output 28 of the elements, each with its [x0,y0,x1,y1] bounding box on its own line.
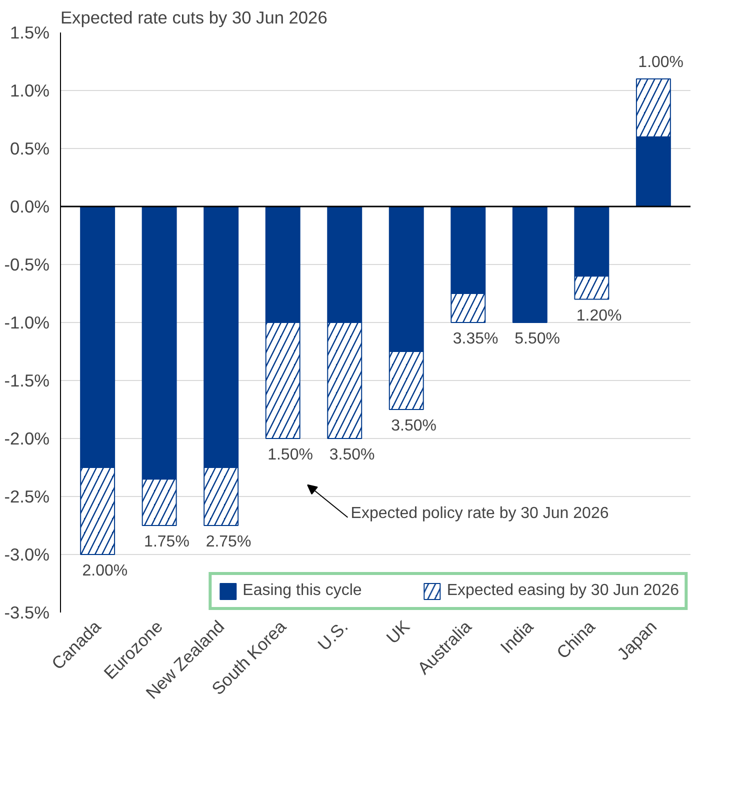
legend-label: Easing this cycle [242,582,362,600]
y-tick-label: -0.5% [4,254,50,274]
annotation: 1.20% [576,307,622,324]
y-tick-label: 1.0% [10,80,50,100]
annotation: 1.50% [268,446,313,464]
x-tick-label: U.S. [314,616,352,654]
annotation: 3.35% [452,330,498,348]
annotation: 3.50% [329,446,375,464]
annotation: Expected policy rate by 30 Jun 2026 [350,505,609,522]
y-tick-label: 0.5% [10,138,50,158]
annotation: 3.50% [391,418,436,434]
y-tick-label: -1.5% [4,370,50,390]
annotation: 2.00% [82,562,128,580]
annotation: 1.75% [144,534,190,550]
annotation: 2.75% [206,534,252,550]
y-tick-label: -1.0% [4,312,50,332]
annotation: 1.00% [638,54,684,71]
y-tick-label: -3.5% [4,602,50,622]
bar [512,206,548,323]
chart-subtitle: Expected rate cuts by 30 Jun 2026 [60,8,328,28]
x-tick-label: UK [382,616,414,648]
y-tick-label: -2.5% [4,486,50,506]
legend-label: Expected easing by 30 Jun 2026 [446,582,679,600]
y-tick-label: 0.0% [10,196,50,216]
y-tick-label: -2.0% [4,428,50,448]
annotation: 5.50% [514,330,560,348]
y-tick-label: 1.5% [10,22,50,42]
y-tick-label: -3.0% [4,544,50,564]
